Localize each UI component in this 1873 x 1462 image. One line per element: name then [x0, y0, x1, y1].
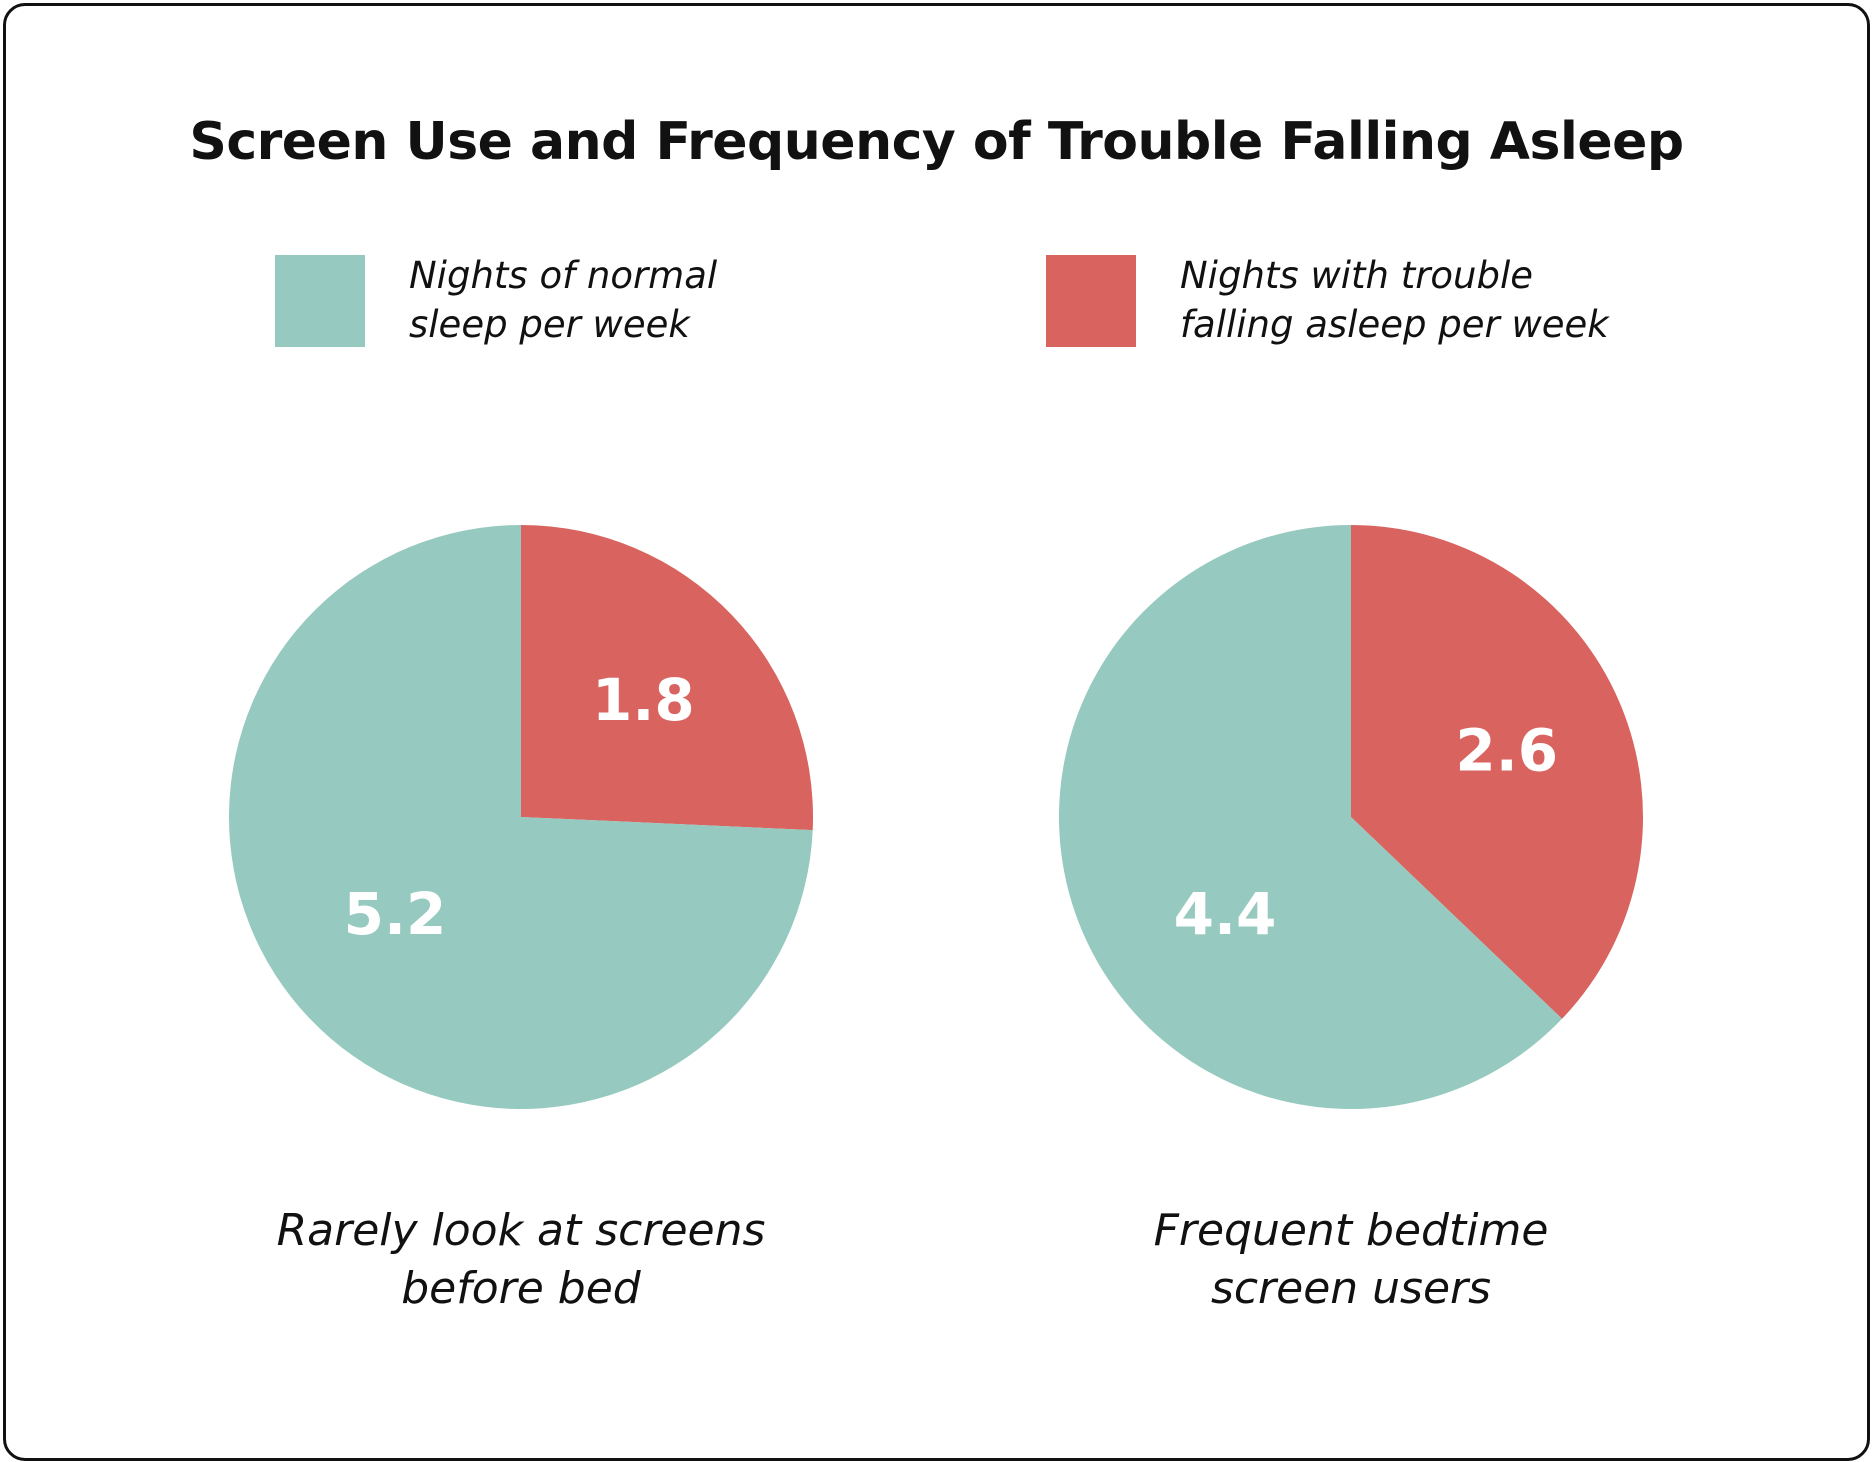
pie-slice-frequent-normal — [1059, 525, 1563, 1109]
pie-slice-frequent-trouble — [1351, 525, 1643, 1019]
pie-value-label-rarely-trouble: 1.8 — [592, 666, 695, 734]
chart-title: Screen Use and Frequency of Trouble Fall… — [189, 112, 1684, 172]
pie-group-label-rarely: Rarely look at screens before bed — [276, 1205, 766, 1314]
legend-label-trouble: Nights with trouble falling asleep per w… — [1180, 254, 1609, 346]
legend-swatch-normal — [275, 255, 365, 347]
pie-value-label-frequent-trouble: 2.6 — [1455, 716, 1558, 784]
legend-label-normal: Nights of normal sleep per week — [409, 254, 718, 346]
pie-slice-rarely-trouble — [521, 525, 814, 831]
pie-value-label-frequent-normal: 4.4 — [1174, 880, 1277, 948]
pie-group-label-frequent: Frequent bedtime screen users — [1153, 1205, 1549, 1314]
pie-slice-rarely-normal — [228, 525, 813, 1109]
pie-value-label-rarely-normal: 5.2 — [344, 880, 447, 948]
legend-swatch-trouble — [1046, 255, 1136, 347]
